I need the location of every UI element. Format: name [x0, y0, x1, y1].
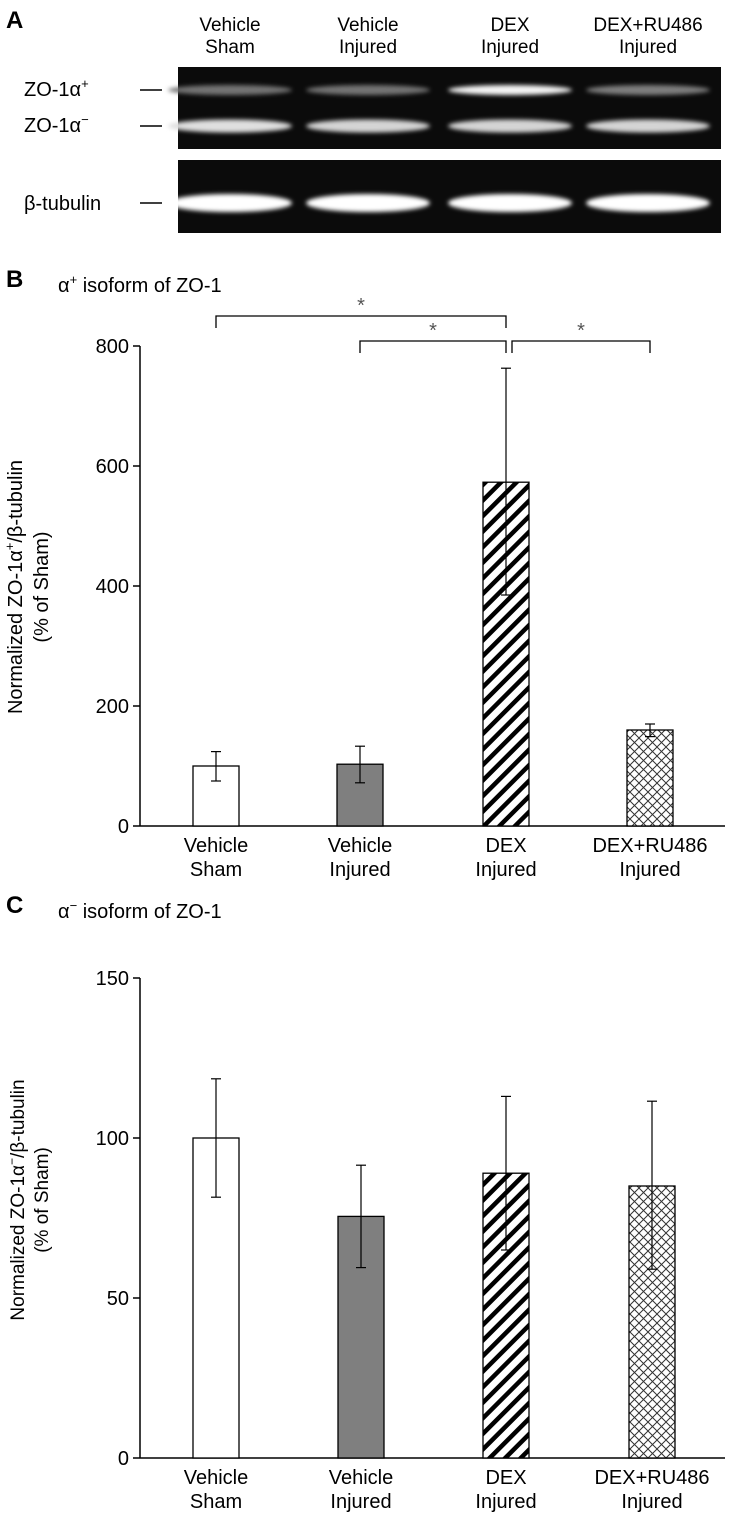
panel-b-letter: B [6, 266, 23, 293]
lane-header-line1: Vehicle [199, 15, 260, 36]
blot-bands [168, 85, 710, 212]
lane-header-line2: Injured [339, 37, 397, 58]
lane-header-line1: DEX+RU486 [593, 15, 702, 36]
x-tick-label: Vehicle [328, 835, 393, 857]
x-tick-label: Vehicle [184, 835, 249, 857]
panel-c: C α− isoform of ZO-1 Normalized ZO-1α−/β… [5, 892, 725, 1513]
lane-header-line2: Injured [619, 37, 677, 58]
significance-star: * [357, 295, 365, 317]
significance-bracket [215, 315, 507, 328]
bar [626, 729, 674, 827]
y-tick-label: 0 [118, 1448, 129, 1470]
blot-band-tubulin [586, 194, 710, 212]
x-tick-label: Injured [621, 1491, 682, 1513]
significance-bracket [511, 340, 651, 353]
band-label-alpha-minus: ZO-1α− [24, 112, 89, 137]
x-tick-label: Sham [190, 1491, 242, 1513]
band-label-tubulin: β-tubulin [24, 193, 101, 215]
chart-c-ylabel-unit: (% of Sham) [32, 1147, 53, 1253]
panel-b: B α+ isoform of ZO-1 Normalized ZO-1α+/β… [2, 266, 725, 881]
blot-band-alpha-minus [448, 119, 572, 133]
chart-b-plot: 0200400600800VehicleShamVehicleInjuredDE… [96, 295, 725, 881]
lane-header-line2: Sham [205, 37, 255, 58]
chart-c-ylabel: Normalized ZO-1α−/β-tubulin [5, 1079, 29, 1320]
blot-band-tubulin [306, 194, 430, 212]
lane-header-line2: Injured [481, 37, 539, 58]
chart-c-plot: 050100150VehicleShamVehicleInjuredDEXInj… [96, 968, 725, 1513]
blot-band-tubulin [168, 194, 292, 212]
x-tick-label: Injured [330, 1491, 391, 1513]
panel-c-letter: C [6, 892, 23, 919]
y-tick-label: 600 [96, 456, 129, 478]
lane-header-line1: Vehicle [337, 15, 398, 36]
chart-c-title: α− isoform of ZO-1 [58, 898, 222, 923]
x-tick-label: Sham [190, 859, 242, 881]
x-tick-label: Vehicle [184, 1467, 249, 1489]
blot-band-alpha-minus [168, 119, 292, 133]
significance-star: * [429, 320, 437, 342]
blot-band-tubulin [448, 194, 572, 212]
x-tick-label: Injured [475, 1491, 536, 1513]
blot-band-alpha-plus [168, 85, 292, 95]
band-label-alpha-plus: ZO-1α+ [24, 76, 89, 101]
x-tick-label: DEX [485, 1467, 526, 1489]
blot-band-alpha-plus [586, 85, 710, 95]
x-tick-label: DEX+RU486 [594, 1467, 709, 1489]
y-tick-label: 0 [118, 816, 129, 838]
chart-b-title: α+ isoform of ZO-1 [58, 272, 222, 297]
bar [192, 765, 240, 827]
panel-a: A Vehicle Sham Vehicle Injured DEX Injur… [6, 7, 721, 233]
bar [336, 763, 384, 827]
y-tick-label: 400 [96, 576, 129, 598]
y-tick-label: 150 [96, 968, 129, 990]
x-tick-label: DEX [485, 835, 526, 857]
y-tick-label: 100 [96, 1128, 129, 1150]
blot-band-alpha-minus [306, 119, 430, 133]
panel-a-letter: A [6, 7, 23, 34]
chart-b-ylabel-unit: (% of Sham) [31, 531, 53, 642]
blot-band-alpha-plus [448, 85, 572, 95]
x-tick-label: Injured [619, 859, 680, 881]
x-tick-label: Vehicle [329, 1467, 394, 1489]
lane-header-line1: DEX [490, 15, 529, 36]
lane-headers: Vehicle Sham Vehicle Injured DEX Injured… [199, 15, 702, 58]
x-tick-label: Injured [329, 859, 390, 881]
y-tick-label: 800 [96, 336, 129, 358]
y-tick-label: 200 [96, 696, 129, 718]
significance-star: * [577, 320, 585, 342]
blot-band-alpha-plus [306, 85, 430, 95]
blot-band-alpha-minus [586, 119, 710, 133]
y-tick-label: 50 [107, 1288, 129, 1310]
significance-bracket [359, 340, 507, 353]
x-tick-label: Injured [475, 859, 536, 881]
blot-zo1 [178, 67, 721, 149]
chart-b-ylabel: Normalized ZO-1α+/β-tubulin [2, 460, 27, 714]
band-labels: ZO-1α+ ZO-1α− β-tubulin [24, 76, 162, 215]
x-tick-label: DEX+RU486 [592, 835, 707, 857]
